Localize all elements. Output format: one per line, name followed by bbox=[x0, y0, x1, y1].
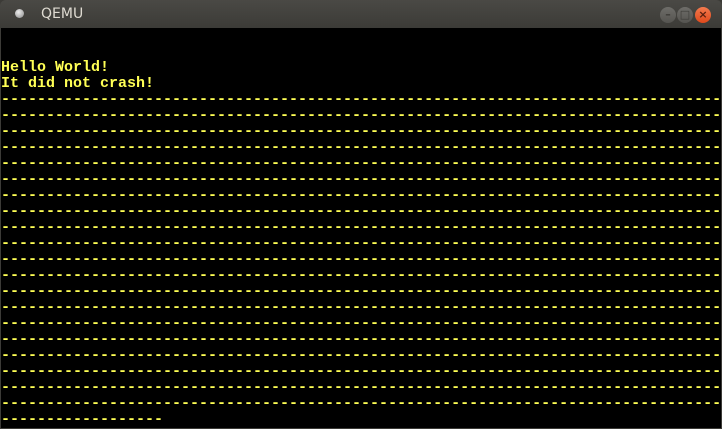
console-line: ----------------------------------------… bbox=[1, 379, 722, 396]
console-line: ----------------------------------------… bbox=[1, 395, 722, 412]
console-line: ----------------------------------------… bbox=[1, 283, 722, 300]
console-line: ----------------------------------------… bbox=[1, 139, 722, 156]
console-line: It did not crash! bbox=[1, 75, 155, 92]
console-line: ----------------------------------------… bbox=[1, 299, 722, 316]
console-line: ----------------------------------------… bbox=[1, 171, 722, 188]
console-line: ----------------------------------------… bbox=[1, 107, 722, 124]
console-line: ----------------------------------------… bbox=[1, 187, 722, 204]
maximize-button[interactable]: □ bbox=[677, 7, 693, 23]
console-line bbox=[1, 44, 721, 60]
console-line: ----------------------------------------… bbox=[1, 331, 722, 348]
console-line: Hello World! bbox=[1, 59, 110, 76]
minimize-button[interactable]: – bbox=[660, 7, 676, 23]
console-line: ------------------ bbox=[1, 411, 164, 428]
console-line: ----------------------------------------… bbox=[1, 363, 722, 380]
close-button[interactable]: × bbox=[695, 7, 711, 23]
title-bar[interactable]: QEMU – □ × bbox=[0, 0, 722, 28]
window-title: QEMU bbox=[41, 6, 84, 22]
console-line: ----------------------------------------… bbox=[1, 91, 722, 108]
vm-display[interactable]: Hello World! It did not crash! -----------… bbox=[1, 28, 721, 428]
console-line: ----------------------------------------… bbox=[1, 347, 722, 364]
console-line: ----------------------------------------… bbox=[1, 235, 722, 252]
console-line: ----------------------------------------… bbox=[1, 203, 722, 220]
console-line: ----------------------------------------… bbox=[1, 267, 722, 284]
console-line: ----------------------------------------… bbox=[1, 315, 722, 332]
console-line: ----------------------------------------… bbox=[1, 155, 722, 172]
console-line: ----------------------------------------… bbox=[1, 251, 722, 268]
console-line: ----------------------------------------… bbox=[1, 219, 722, 236]
console-line bbox=[1, 28, 721, 44]
app-icon bbox=[15, 9, 24, 18]
console-line: ----------------------------------------… bbox=[1, 123, 722, 140]
